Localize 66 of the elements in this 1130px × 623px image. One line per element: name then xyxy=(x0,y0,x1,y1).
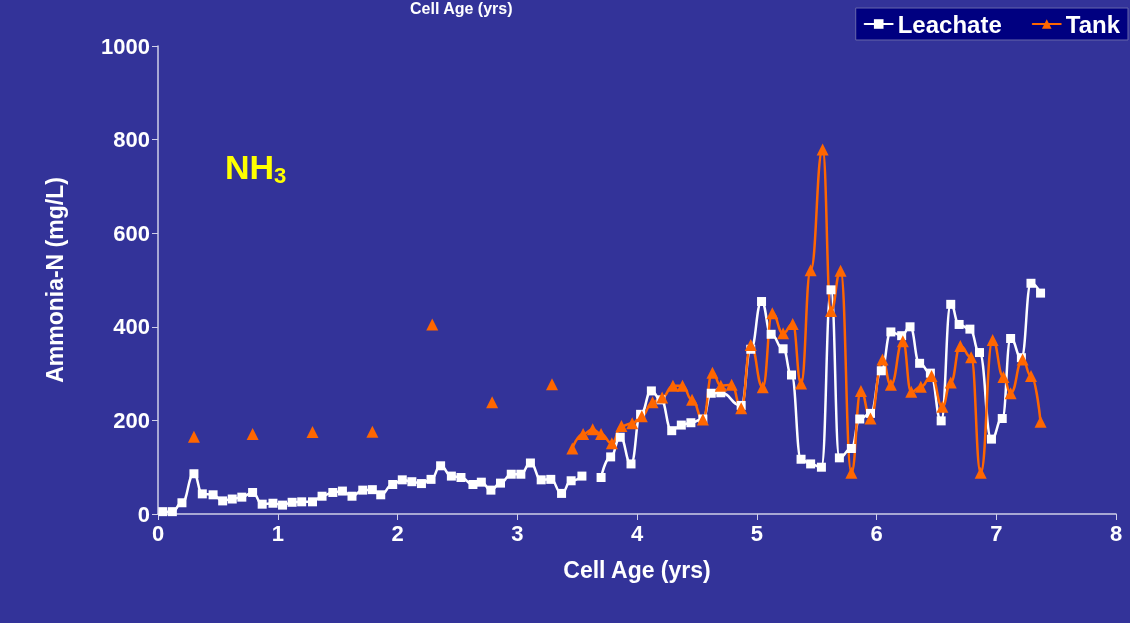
point xyxy=(725,378,738,391)
point xyxy=(246,427,259,440)
point xyxy=(577,427,590,440)
y-axis-title: Ammonia-N (mg/L) xyxy=(41,177,68,383)
point xyxy=(896,335,909,348)
x-tick-label: 8 xyxy=(1109,520,1123,546)
point xyxy=(864,412,877,425)
point xyxy=(974,466,987,479)
y-tick-label: 1000 xyxy=(101,33,150,59)
point xyxy=(944,376,957,389)
point xyxy=(1024,369,1037,382)
point xyxy=(834,264,847,277)
point xyxy=(1004,387,1017,400)
point xyxy=(854,384,867,397)
point xyxy=(744,339,757,352)
point xyxy=(187,430,200,443)
point xyxy=(824,304,837,317)
point xyxy=(986,333,999,346)
point xyxy=(605,437,618,450)
x-tick-label: 2 xyxy=(391,520,404,546)
point xyxy=(804,264,817,277)
point xyxy=(905,385,918,398)
point xyxy=(766,307,779,320)
point xyxy=(306,426,319,439)
point xyxy=(816,143,829,156)
point xyxy=(965,351,978,364)
y-tick-label: 800 xyxy=(113,127,150,153)
point xyxy=(566,442,579,455)
point xyxy=(646,396,659,409)
x-tick-label: 6 xyxy=(870,520,883,546)
point xyxy=(756,381,769,394)
point xyxy=(777,327,790,340)
point xyxy=(795,377,808,390)
point xyxy=(545,378,558,391)
point xyxy=(635,410,648,423)
x-axis-title: Cell Age (yrs) xyxy=(563,556,711,583)
point xyxy=(706,366,719,379)
point xyxy=(884,378,897,391)
point xyxy=(586,423,599,436)
point xyxy=(714,379,727,392)
x-tick-label: 5 xyxy=(750,520,763,546)
legend-label: Leachate xyxy=(897,10,1002,38)
y-tick-label: 400 xyxy=(113,314,150,340)
point xyxy=(876,353,889,366)
x-tick-label: 7 xyxy=(990,520,1003,546)
x-tick-label: 1 xyxy=(271,520,284,546)
point xyxy=(735,402,748,415)
x-tick-label: 3 xyxy=(511,520,524,546)
legend-label: Tank xyxy=(1065,10,1121,38)
point xyxy=(426,318,439,331)
point xyxy=(845,466,858,479)
point xyxy=(914,380,927,393)
point xyxy=(366,425,379,438)
y-tick-label: 0 xyxy=(137,501,150,527)
point xyxy=(486,396,499,409)
y-tick-label: 600 xyxy=(113,220,150,246)
point xyxy=(686,393,699,406)
y-tick-label: 200 xyxy=(113,407,150,433)
point xyxy=(936,400,949,413)
point xyxy=(676,379,689,392)
point xyxy=(997,370,1010,383)
text: Cell Age (yrs) xyxy=(410,0,513,17)
point xyxy=(656,391,669,404)
x-tick-label: 4 xyxy=(630,520,644,546)
point xyxy=(615,420,628,433)
point xyxy=(626,417,639,430)
